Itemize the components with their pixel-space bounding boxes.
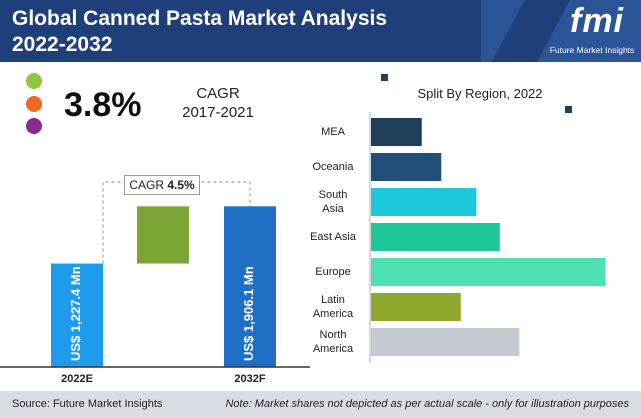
region-label: East Asia	[300, 230, 366, 244]
market-value-bar-2022E	[51, 263, 103, 367]
forecast-cagr-label: CAGR	[129, 178, 164, 192]
purple-dot-icon	[26, 118, 42, 134]
region-label-line: Europe	[315, 266, 351, 278]
region-bar	[371, 118, 422, 146]
growth-increment-bar	[137, 206, 189, 264]
forecast-cagr-value: 4.5%	[167, 178, 195, 192]
footer-bar: Source: Future Market Insights Note: Mar…	[0, 391, 641, 418]
green-dot-icon	[26, 73, 42, 89]
region-label: South Asia	[300, 188, 366, 216]
region-label: MEA	[300, 125, 366, 139]
region-bar	[371, 188, 477, 216]
fmi-logo-subtitle: Future Market Insights	[549, 45, 635, 55]
cagr-label-line-2: 2017-2021	[182, 104, 254, 121]
region-label-line: Latin	[321, 294, 345, 306]
cagr-connector-line	[102, 181, 251, 264]
market-value-chart: CAGR 4.5% US$ 1,227.4 Mn 2022E US$ 1,906.1…	[0, 160, 310, 390]
bar-value-label: US$ 1,906.1 Mn	[241, 266, 256, 361]
region-label-line: South	[318, 189, 348, 201]
region-label-line: MEA	[321, 126, 345, 138]
fmi-logo: fmi	[570, 2, 624, 40]
market-value-bar-2032F	[224, 206, 276, 367]
region-label-line: America	[312, 308, 354, 320]
region-split-chart-svg	[369, 112, 606, 363]
page-title: Global Canned Pasta Market Analysis 2022…	[12, 6, 452, 58]
title-line-2: 2022-2032	[12, 33, 113, 56]
historic-cagr-value: 3.8%	[64, 86, 142, 124]
header-banner: Global Canned Pasta Market Analysis 2022…	[0, 0, 641, 62]
region-label-line: North	[319, 329, 347, 341]
x-axis-tick-label: 2022E	[61, 373, 93, 385]
region-bar	[371, 223, 500, 251]
title-line-1: Global Canned Pasta Market Analysis	[12, 7, 388, 30]
footer-source: Source: Future Market Insights	[12, 398, 163, 410]
region-label-line: Asia	[322, 203, 344, 215]
cagr-label-line-1: CAGR	[196, 85, 240, 102]
region-label: North America	[300, 328, 366, 356]
bar-value-label: US$ 1,227.4 Mn	[68, 266, 83, 361]
historic-cagr-label: CAGR 2017-2021	[178, 84, 258, 122]
region-bar	[371, 258, 606, 286]
region-label-line: East Asia	[310, 231, 356, 243]
region-label-line: America	[312, 343, 354, 355]
forecast-cagr-box: CAGR 4.5%	[124, 175, 200, 195]
orange-dot-icon	[26, 96, 42, 112]
region-label: Oceania	[300, 160, 366, 174]
region-bar	[371, 293, 461, 321]
footer-note: Note: Market shares not depicted as per …	[225, 398, 629, 410]
region-label-line: Oceania	[312, 161, 354, 173]
decorative-square-icon	[565, 106, 572, 113]
market-value-chart-svg	[0, 181, 310, 368]
region-label: Europe	[300, 265, 366, 279]
region-label: Latin America	[300, 293, 366, 321]
decorative-square-icon	[381, 74, 388, 81]
x-axis-tick-label: 2032F	[234, 373, 266, 385]
region-bar	[371, 153, 442, 181]
region-bar	[371, 328, 520, 356]
region-chart-title: Split By Region, 2022	[417, 86, 543, 101]
